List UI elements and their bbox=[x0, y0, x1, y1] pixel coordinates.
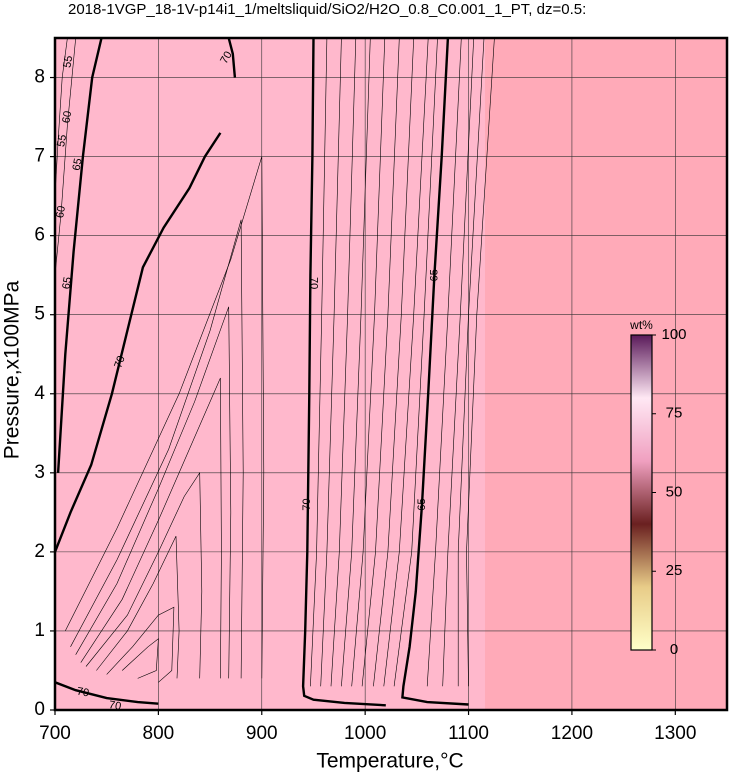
contour-label: 70 bbox=[112, 354, 127, 370]
contour-line bbox=[393, 38, 438, 687]
plot-background bbox=[485, 38, 727, 710]
contour-line bbox=[442, 38, 474, 687]
contour-label: 65 bbox=[428, 269, 440, 281]
chart-title: 2018-1VGP_18-1V-p14i1_1/meltsliquid/SiO2… bbox=[68, 1, 586, 18]
contour-line bbox=[310, 38, 328, 687]
contour-line bbox=[373, 38, 414, 687]
contour-label: 55 bbox=[55, 134, 69, 148]
y-tick-label: 0 bbox=[34, 699, 45, 720]
contour-line bbox=[227, 38, 237, 78]
x-tick-label: 800 bbox=[143, 723, 175, 744]
y-tick-label: 8 bbox=[34, 67, 45, 88]
contour-label: 65 bbox=[60, 276, 74, 290]
contour-line bbox=[301, 38, 386, 707]
contour-label: 70 bbox=[301, 498, 313, 510]
contour-line bbox=[70, 219, 244, 679]
plot-frame bbox=[53, 36, 729, 712]
contour-label: 70 bbox=[308, 277, 320, 289]
colorbar-tick-label: 100 bbox=[661, 326, 686, 343]
y-tick-label: 7 bbox=[34, 146, 45, 167]
contour-label: 55 bbox=[61, 55, 75, 69]
y-tick-label: 4 bbox=[34, 383, 45, 404]
contour-line bbox=[56, 38, 103, 473]
contour-line bbox=[121, 638, 159, 679]
contour-line bbox=[75, 306, 232, 679]
contour-label: 65 bbox=[71, 157, 85, 171]
x-tick-label: 1200 bbox=[551, 723, 593, 744]
x-tick-label: 700 bbox=[39, 723, 71, 744]
contour-line bbox=[341, 38, 371, 687]
contour-line bbox=[55, 132, 222, 553]
contour-label: 70 bbox=[108, 699, 122, 713]
contour-label: 70 bbox=[218, 49, 235, 66]
y-tick-label: 5 bbox=[34, 304, 45, 325]
y-axis-label: Pressure,x100MPa bbox=[1, 280, 24, 459]
plot-background bbox=[55, 38, 485, 710]
contour-line bbox=[106, 606, 175, 683]
contour-line bbox=[361, 38, 400, 687]
contour-line bbox=[401, 38, 469, 706]
colorbar-tick-label: 25 bbox=[666, 562, 683, 579]
contour-line bbox=[330, 38, 357, 687]
y-tick-label: 2 bbox=[34, 541, 45, 562]
contour-label: 70 bbox=[76, 686, 90, 700]
y-tick-label: 3 bbox=[34, 462, 45, 483]
contour-label: 60 bbox=[54, 205, 68, 219]
contour-line bbox=[85, 471, 203, 679]
contour-line bbox=[55, 38, 68, 197]
contour-line bbox=[55, 681, 159, 705]
contour-line bbox=[55, 38, 76, 276]
y-tick-label: 6 bbox=[34, 225, 45, 246]
contour-line bbox=[320, 38, 342, 687]
x-tick-label: 1300 bbox=[654, 723, 696, 744]
contour-line bbox=[351, 38, 386, 687]
contour-line bbox=[466, 38, 495, 687]
contour-line bbox=[80, 377, 222, 679]
contour-label: 65 bbox=[416, 498, 428, 510]
contour-line bbox=[457, 38, 485, 687]
x-tick-label: 900 bbox=[246, 723, 278, 744]
contour-line bbox=[65, 156, 265, 679]
x-tick-label: 1000 bbox=[344, 723, 386, 744]
colorbar bbox=[630, 334, 653, 651]
contour-line bbox=[96, 535, 180, 679]
colorbar-tick-label: 0 bbox=[670, 641, 678, 658]
plot-area: 70 70 65 65 70 70 65 65 60 60 55 55 70 70 bbox=[54, 38, 727, 713]
x-axis-label: Temperature,°C bbox=[316, 750, 463, 773]
x-tick-label: 1100 bbox=[448, 723, 489, 744]
y-tick-label: 1 bbox=[34, 620, 45, 641]
colorbar-tick-label: 75 bbox=[666, 405, 683, 422]
contour-line bbox=[426, 38, 462, 687]
colorbar-tick-label: 50 bbox=[666, 483, 683, 500]
colorbar-label: wt% bbox=[629, 318, 653, 332]
contour-label: 60 bbox=[60, 110, 74, 124]
contour-line bbox=[383, 38, 429, 687]
